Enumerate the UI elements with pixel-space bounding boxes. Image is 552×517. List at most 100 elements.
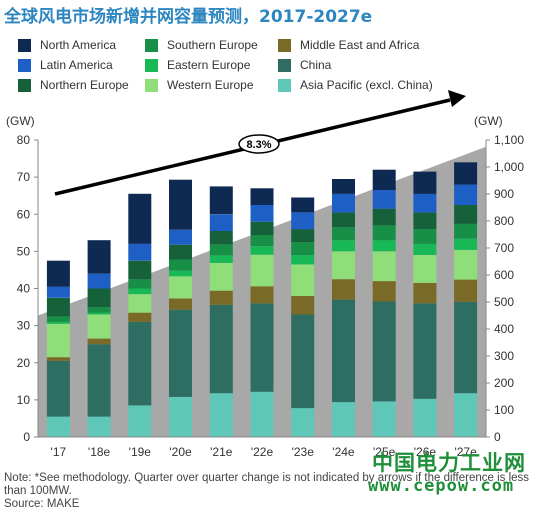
legend-label: North America (40, 38, 117, 52)
x-tick-label: '17 (51, 445, 67, 459)
bar-segment (332, 179, 355, 194)
bar-segment (87, 344, 111, 417)
y-left-tick-label: 80 (17, 133, 31, 147)
bar-segment (372, 251, 396, 282)
bar-segment (46, 316, 70, 322)
bar-segment (250, 235, 274, 247)
bar-segment (87, 240, 111, 274)
legend-label: Eastern Europe (167, 58, 251, 72)
trend-arrow-head (448, 90, 466, 107)
bar-segment (250, 246, 274, 255)
bar-segment (372, 225, 396, 241)
y-right-tick-label: 500 (494, 295, 514, 309)
bar-segment (291, 264, 315, 296)
bar-segment (372, 301, 396, 402)
bar-segment (291, 295, 315, 315)
y-left-tick-label: 60 (17, 207, 31, 221)
x-tick-label: '20e (169, 445, 192, 459)
y-right-tick-label: 400 (494, 322, 514, 336)
legend-item: Latin America (18, 58, 113, 72)
y-right-tick-label: 600 (494, 268, 514, 282)
bar-segment (250, 188, 274, 205)
bar-segment (209, 262, 233, 291)
bar-segment (46, 416, 70, 437)
bar-segment (169, 276, 192, 299)
y-right-tick-label: 300 (494, 349, 514, 363)
bar-segment (46, 321, 70, 324)
bar-segment (209, 244, 233, 256)
source-line: Source: MAKE (4, 498, 80, 510)
bar-segment (250, 221, 274, 236)
bar-segment (372, 281, 396, 302)
bar-segment (250, 303, 274, 392)
bar-segment (169, 270, 192, 277)
growth-rate-label: 8.3% (246, 139, 271, 151)
legend-swatch (278, 38, 291, 52)
bar-segment (332, 227, 355, 241)
bar-segment (209, 231, 233, 245)
bar-segment (46, 297, 70, 317)
x-tick-label: '27e (454, 445, 477, 459)
bar-segment (454, 393, 478, 437)
y-right-tick-label: 700 (494, 241, 514, 255)
bar-segment (332, 212, 355, 228)
y-right-tick-label: 800 (494, 214, 514, 228)
legend-item: North America (18, 38, 116, 52)
bar-segment (291, 242, 315, 256)
bar-segment (209, 304, 233, 394)
bar-segment (413, 282, 437, 304)
bar-segment (413, 243, 437, 255)
bar-segment (332, 402, 355, 437)
bar-segment (454, 223, 478, 239)
legend-swatch (278, 78, 291, 92)
legend-swatch (145, 38, 158, 52)
bar-segment (209, 255, 233, 263)
bar-segment (128, 260, 152, 280)
bar-segment (413, 255, 437, 283)
y-left-tick-label: 50 (17, 244, 31, 258)
bar-segment (413, 229, 437, 244)
y-left-tick-label: 0 (23, 430, 30, 444)
y-left-tick-label: 30 (17, 319, 31, 333)
legend-label: Southern Europe (167, 38, 258, 52)
bar-segment (169, 244, 192, 260)
bar-segment (291, 212, 315, 230)
growth-rate-badge (238, 134, 280, 154)
bar-segment (413, 193, 437, 213)
bar-segment (413, 303, 437, 399)
bar-segment (87, 338, 111, 345)
legend-label: Latin America (40, 58, 113, 72)
bar-segment (128, 288, 152, 295)
bar-segment (332, 193, 355, 213)
legend-label: Middle East and Africa (300, 38, 420, 52)
legend-item: Asia Pacific (excl. China) (278, 78, 433, 92)
bar-segment (372, 401, 396, 437)
y-right-axis-label: (GW) (474, 114, 503, 128)
legend-item: Northern Europe (18, 78, 129, 92)
bar-segment (87, 288, 111, 308)
note-line: Note: *See methodology. Quarter over qua… (4, 472, 530, 497)
bar-segment (128, 279, 152, 289)
y-left-tick-label: 40 (17, 282, 31, 296)
bar-segment (454, 205, 478, 224)
legend-item: Southern Europe (145, 38, 258, 52)
x-tick-label: '24e (332, 445, 355, 459)
y-right-tick-label: 200 (494, 376, 514, 390)
bar-segment (372, 190, 396, 209)
x-tick-label: '26e (414, 445, 437, 459)
bar-segment (291, 229, 315, 243)
bar-segment (169, 179, 192, 230)
bar-segment (413, 171, 437, 194)
y-left-tick-label: 10 (17, 393, 31, 407)
legend-swatch (18, 58, 31, 72)
bar-segment (128, 294, 152, 313)
bar-segment (372, 240, 396, 252)
legend-swatch (18, 38, 31, 52)
bar-segment (169, 396, 192, 437)
bar-segment (291, 197, 315, 213)
bar-segment (332, 251, 355, 280)
bar-segment (87, 416, 111, 437)
legend-item: China (278, 58, 331, 72)
axes: 0102030405060708001002003004005006007008… (6, 114, 524, 444)
